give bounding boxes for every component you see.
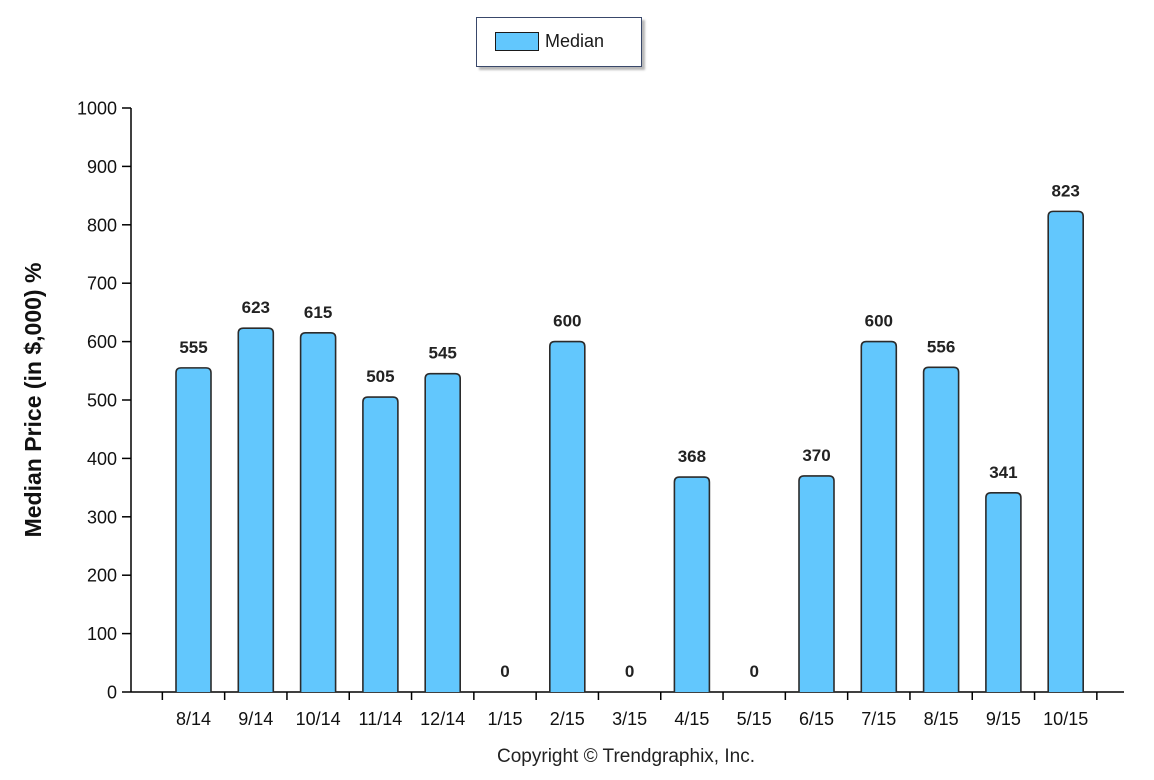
y-tick-label: 400 — [87, 449, 117, 469]
y-tick-label: 500 — [87, 391, 117, 411]
y-tick-label: 1000 — [77, 99, 117, 119]
y-tick-label: 0 — [107, 683, 117, 703]
legend-label-median: Median — [545, 31, 605, 51]
data-label: 0 — [625, 662, 634, 681]
y-ticks: 0 100 200 300 400 500 600 700 800 900 1000 — [77, 99, 131, 703]
bar — [673, 476, 711, 692]
data-label: 0 — [500, 662, 509, 681]
bar — [549, 340, 586, 692]
x-ticks: 8/14 9/14 10/14 11/14 12/14 1/15 2/15 3/15 4/15 5… — [161, 692, 1098, 729]
bar — [237, 327, 275, 692]
x-tick-label: 7/15 — [861, 709, 896, 729]
y-tick-label: 700 — [87, 274, 117, 294]
bars — [175, 210, 1084, 692]
y-tick-label: 300 — [87, 507, 117, 527]
x-tick-label: 2/15 — [550, 709, 585, 729]
legend-swatch-median — [495, 32, 539, 51]
y-axis-label: Median Price (in $,000) % — [20, 263, 46, 538]
x-tick-label: 9/15 — [986, 709, 1021, 729]
x-tick-label: 9/14 — [238, 709, 273, 729]
data-label: 341 — [989, 463, 1017, 482]
bar — [922, 366, 960, 692]
bar — [1047, 210, 1084, 692]
x-tick-label: 1/15 — [487, 709, 522, 729]
bar — [175, 367, 212, 692]
y-tick-label: 900 — [87, 157, 117, 177]
y-axis-label-group: Median Price (in $,000) % — [20, 263, 46, 538]
data-label: 368 — [678, 447, 706, 466]
x-tick-label: 10/14 — [296, 709, 341, 729]
axes — [130, 108, 1124, 693]
data-label: 600 — [553, 312, 581, 331]
bar — [362, 396, 399, 692]
bar — [985, 492, 1022, 692]
x-tick-label: 10/15 — [1043, 709, 1088, 729]
data-label: 623 — [242, 298, 270, 317]
copyright-text: Copyright © Trendgraphix, Inc. — [497, 746, 755, 767]
data-label: 545 — [429, 344, 457, 363]
data-label: 505 — [366, 367, 394, 386]
data-label: 556 — [927, 337, 955, 356]
data-label: 555 — [179, 338, 207, 357]
data-label: 823 — [1052, 181, 1080, 200]
x-tick-label: 12/14 — [420, 709, 465, 729]
legend: Median — [476, 17, 642, 67]
x-tick-label: 8/14 — [176, 709, 211, 729]
x-tick-label: 8/15 — [924, 709, 959, 729]
bar — [798, 475, 835, 692]
data-labels: 555 623 615 505 545 0 600 0 368 0 370 600 556 341 823 — [179, 181, 1080, 681]
x-tick-label: 5/15 — [737, 709, 772, 729]
data-label: 0 — [749, 662, 758, 681]
data-label: 600 — [865, 312, 893, 331]
bar — [299, 332, 337, 692]
x-tick-label: 3/15 — [612, 709, 647, 729]
x-tick-label: 4/15 — [674, 709, 709, 729]
y-tick-label: 600 — [87, 332, 117, 352]
data-label: 615 — [304, 303, 332, 322]
y-tick-label: 100 — [87, 624, 117, 644]
bar — [860, 340, 898, 692]
x-tick-label: 6/15 — [799, 709, 834, 729]
x-tick-label: 11/14 — [359, 709, 403, 729]
data-label: 370 — [802, 446, 830, 465]
bar — [424, 372, 461, 692]
y-tick-label: 200 — [87, 566, 117, 586]
y-tick-label: 800 — [87, 215, 117, 235]
